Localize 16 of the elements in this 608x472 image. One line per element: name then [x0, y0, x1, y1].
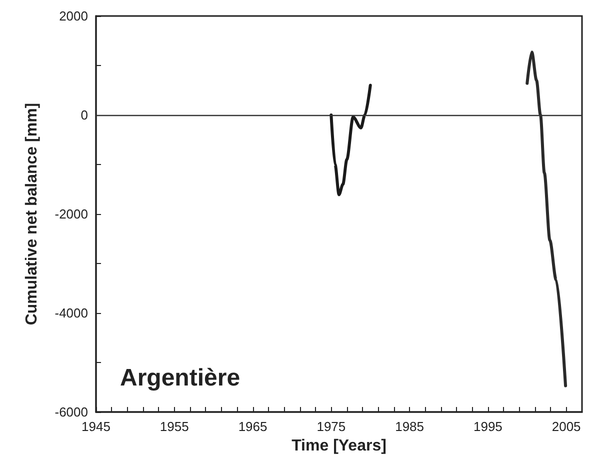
y-tick-label: 2000: [59, 8, 88, 24]
x-tick-label: 2005: [552, 419, 581, 434]
y-tick-label: -4000: [54, 306, 88, 320]
x-tick-label: 1955: [160, 419, 189, 434]
x-axis-title: Time [Years]: [292, 438, 386, 454]
x-tick-label: 1995: [473, 419, 502, 434]
y-tick-label: -2000: [54, 206, 88, 222]
x-tick-label: 1985: [395, 419, 424, 434]
annotation: Argentière: [120, 364, 240, 392]
x-tick-label: 1965: [238, 419, 268, 434]
y-axis-title: Cumulative net balance [mm]: [24, 102, 40, 326]
x-tick-label: 1945: [82, 419, 110, 434]
y-tick-label: -6000: [54, 404, 88, 420]
x-tick-label: 1975: [316, 419, 346, 434]
line-series: [330, 84, 372, 196]
y-tick-label: 0: [80, 108, 88, 122]
